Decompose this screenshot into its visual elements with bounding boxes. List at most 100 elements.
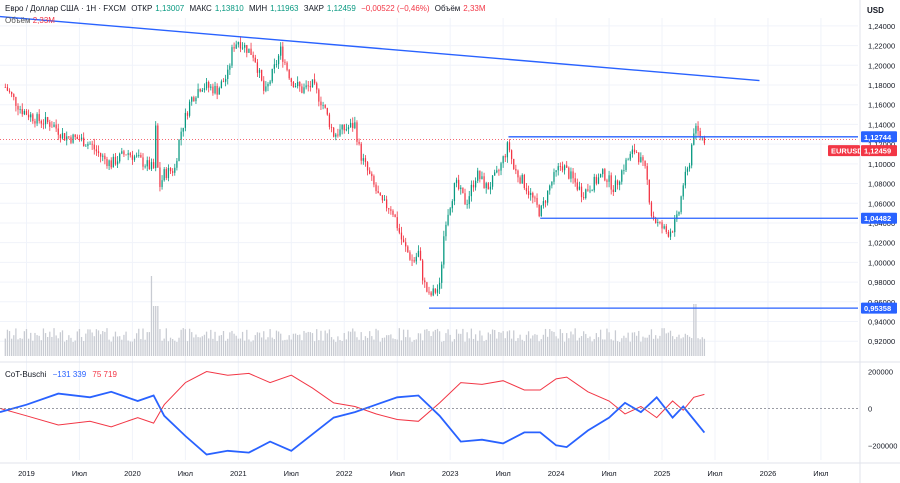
volume-bar — [320, 330, 322, 356]
volume-bar — [191, 332, 193, 356]
candle-body — [165, 169, 167, 179]
volume-bar — [106, 328, 108, 356]
trendline[interactable] — [0, 15, 760, 82]
volume-bar — [360, 332, 362, 356]
candle-body — [292, 81, 295, 88]
horizontal-levels[interactable] — [0, 136, 858, 309]
price-tick-label: 1,24000 — [868, 22, 895, 31]
volume-bar — [244, 340, 246, 356]
volume-bar — [93, 336, 95, 356]
candle-body — [589, 190, 591, 192]
candle-body — [328, 114, 331, 127]
volume-bar — [237, 338, 239, 356]
volume-bar — [32, 340, 34, 356]
volume-bar — [619, 341, 621, 356]
candle-body — [506, 142, 509, 158]
volume-bar — [655, 335, 657, 356]
time-label: Июл — [72, 469, 87, 478]
candle-body — [400, 232, 403, 240]
candle-body — [674, 219, 676, 233]
candle-body — [182, 127, 184, 132]
candle-body — [23, 111, 25, 115]
volume-bar — [222, 330, 225, 356]
volume-bar — [119, 336, 121, 356]
volume-bar — [396, 339, 398, 356]
volume-legend: Объём 2,33M — [5, 16, 55, 25]
volume-bar — [70, 337, 72, 356]
candle-body — [99, 153, 102, 157]
time-label: 2023 — [442, 469, 459, 478]
candle-body — [491, 175, 494, 187]
volume-bar — [129, 341, 131, 356]
candle-body — [27, 114, 30, 118]
volume-bar — [549, 329, 551, 356]
volume-bar — [358, 339, 360, 356]
volume-bar — [277, 331, 280, 356]
candle-body — [438, 282, 441, 290]
volume-bar — [629, 341, 631, 356]
candle-body — [307, 85, 309, 87]
volume-bar — [373, 339, 375, 356]
volume-bar — [445, 333, 447, 356]
candle-body — [510, 150, 513, 159]
volume-bar — [169, 337, 172, 356]
volume-bar — [426, 329, 428, 356]
volume-bar — [650, 329, 653, 356]
candle-body — [335, 134, 337, 137]
candle-body — [494, 172, 496, 176]
volume-bar — [324, 330, 326, 356]
volume-bar — [542, 334, 545, 356]
price-tick-label: 1,08000 — [868, 180, 895, 189]
volume-bar — [116, 336, 119, 356]
candlesticks — [4, 36, 706, 297]
volume-bar — [159, 329, 161, 356]
volume-bar — [68, 335, 70, 356]
volume-bar — [525, 334, 528, 356]
price-tick-label: 0,94000 — [868, 318, 895, 327]
volume-bar — [345, 339, 348, 356]
volume-bar — [438, 331, 441, 356]
time-label: 2019 — [18, 469, 35, 478]
candle-body — [59, 134, 62, 139]
time-label: Июл — [390, 469, 405, 478]
volume-bar — [214, 331, 216, 356]
volume-bar — [123, 334, 125, 356]
volume-bar — [517, 338, 519, 356]
volume-bar — [288, 335, 290, 356]
volume-bar — [102, 331, 104, 356]
volume-bar — [466, 332, 468, 356]
candle-body — [642, 157, 644, 161]
candle-body — [271, 68, 273, 82]
candle-body — [362, 158, 364, 161]
candle-body — [375, 184, 377, 192]
volume-bar — [599, 329, 602, 356]
volume-bar — [140, 339, 142, 356]
candle-body — [369, 170, 371, 174]
volume-bar — [301, 340, 303, 356]
candle-body — [146, 160, 148, 167]
volume-bar — [227, 338, 229, 356]
candle-body — [405, 242, 407, 247]
volume-bar — [676, 336, 678, 356]
candle-body — [330, 126, 333, 128]
candle-body — [6, 87, 9, 91]
volume-bar — [254, 335, 256, 356]
candle-body — [606, 180, 608, 182]
volume-bar — [184, 329, 187, 356]
candle-body — [398, 228, 400, 233]
candle-body — [125, 154, 127, 156]
candle-body — [483, 176, 485, 189]
candle-body — [523, 175, 525, 189]
chart-header: Евро / Доллар США · 1Н · FXCM ОТКР 1,1300… — [5, 4, 489, 13]
volume-bar — [201, 336, 203, 356]
price-tag-bg — [861, 145, 897, 157]
volume-bar — [489, 334, 492, 356]
candle-body — [129, 153, 131, 156]
candle-body — [297, 81, 299, 87]
candle-body — [496, 170, 498, 173]
price-tick-label: 1,16000 — [868, 101, 895, 110]
volume-bar — [167, 341, 170, 356]
candle-body — [186, 112, 189, 116]
volume-bar — [258, 332, 261, 356]
